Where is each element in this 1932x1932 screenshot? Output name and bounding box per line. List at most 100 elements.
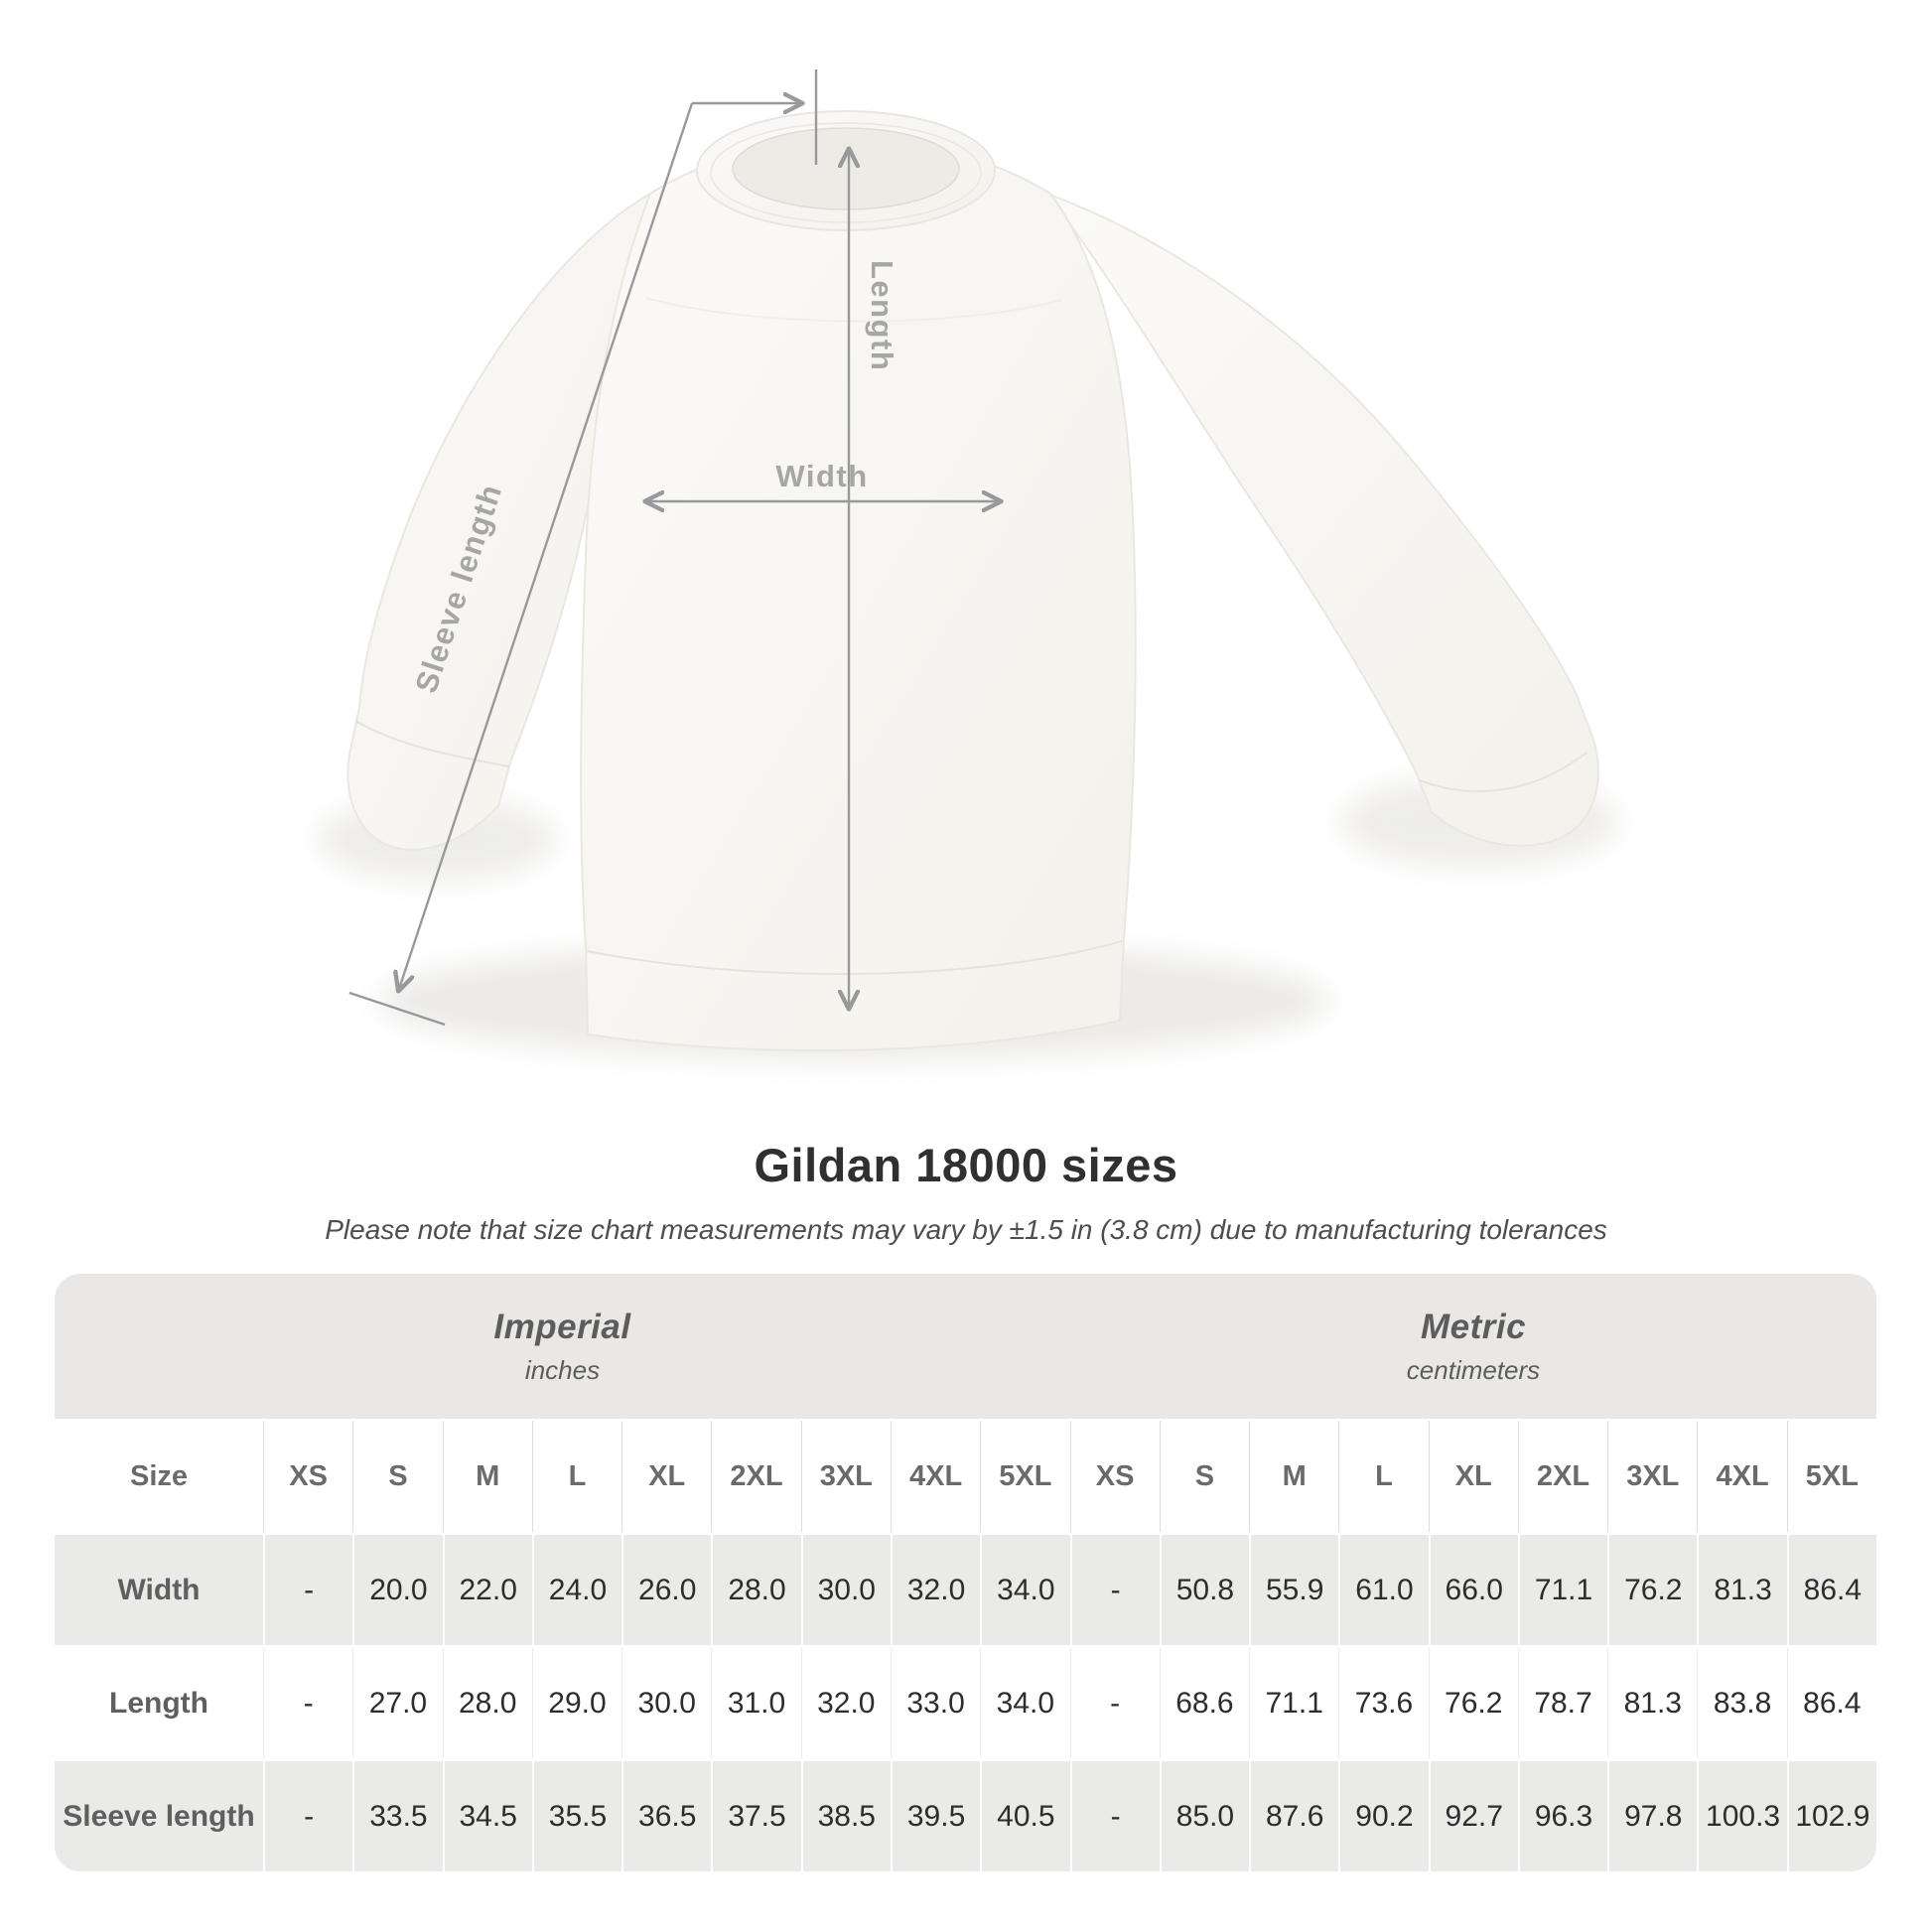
size-column-header: 3XL <box>800 1421 891 1532</box>
size-column-header: 5XL <box>1786 1421 1876 1532</box>
size-column-header: M <box>1249 1421 1338 1532</box>
table-cell: 83.8 <box>1697 1648 1786 1758</box>
table-cell: 27.0 <box>352 1648 442 1758</box>
table-header-row: Size XS S M L XL 2XL 3XL 4XL 5XL XS S M L XL 2XL 3XL 4XL 5… <box>55 1421 1876 1532</box>
size-column-header: XS <box>1069 1421 1160 1532</box>
table-cell: 34.0 <box>980 1648 1069 1758</box>
table-cell: 35.5 <box>531 1761 621 1871</box>
table-cell: - <box>263 1648 352 1758</box>
table-cell: 33.0 <box>890 1648 980 1758</box>
table-cell: 36.5 <box>621 1761 711 1871</box>
sleeve-length-line <box>399 102 694 989</box>
table-cell: 76.2 <box>1428 1648 1518 1758</box>
table-cell: 61.0 <box>1338 1535 1428 1645</box>
imperial-unit-label: inches <box>524 1354 601 1385</box>
table-cell: 78.7 <box>1517 1648 1607 1758</box>
left-cuff-seam <box>354 720 509 767</box>
table-cell: - <box>263 1761 352 1871</box>
table-cell: 86.4 <box>1786 1535 1876 1645</box>
row-label: Width <box>117 1573 201 1606</box>
table-cell: 31.0 <box>711 1648 800 1758</box>
hem-seam <box>586 940 1123 975</box>
table-cell: 32.0 <box>890 1535 980 1645</box>
table-cell: 87.6 <box>1249 1761 1338 1871</box>
table-cell: 81.3 <box>1697 1535 1786 1645</box>
page-title: Gildan 18000 sizes <box>754 1139 1178 1191</box>
size-column-header: S <box>1159 1421 1249 1532</box>
imperial-label: Imperial <box>493 1307 631 1346</box>
right-cuff-seam <box>1419 752 1587 793</box>
size-column-header: M <box>442 1421 532 1532</box>
table-cell: 90.2 <box>1338 1761 1428 1871</box>
table-cell: 100.3 <box>1697 1761 1786 1871</box>
table-cell: 34.0 <box>980 1535 1069 1645</box>
table-row: Length -27.0 28.0 29.0 30.0 31.0 32.0 33.0 34.0-… <box>55 1648 1876 1758</box>
tolerance-note: Please note that size chart measurements… <box>325 1214 1607 1245</box>
table-cell: - <box>1069 1648 1160 1758</box>
cuff-end-tick <box>348 991 446 1027</box>
table-cell: 24.0 <box>531 1535 621 1645</box>
table-cell: 33.5 <box>352 1761 442 1871</box>
table-cell: 73.6 <box>1338 1648 1428 1758</box>
row-label: Sleeve length <box>63 1799 255 1833</box>
units-band: Imperial inches Metric centimeters <box>55 1274 1876 1419</box>
size-column-header: 4XL <box>1697 1421 1786 1532</box>
table-cell: 40.5 <box>980 1761 1069 1871</box>
metric-label: Metric <box>1420 1307 1527 1346</box>
table-cell: 96.3 <box>1517 1761 1607 1871</box>
size-column-header: Size <box>129 1459 189 1492</box>
table-cell: 97.8 <box>1607 1761 1697 1871</box>
collar <box>696 110 996 231</box>
table-cell: 34.5 <box>442 1761 532 1871</box>
torso <box>580 139 1137 1052</box>
table-cell: 81.3 <box>1607 1648 1697 1758</box>
table-cell: 32.0 <box>800 1648 891 1758</box>
length-label: Length <box>865 260 899 371</box>
row-label: Length <box>109 1686 208 1720</box>
table-cell: 38.5 <box>800 1761 891 1871</box>
table-cell: 28.0 <box>442 1648 532 1758</box>
table-cell: 22.0 <box>442 1535 532 1645</box>
size-column-header: 5XL <box>980 1421 1069 1532</box>
table-cell: 26.0 <box>621 1535 711 1645</box>
table-cell: 30.0 <box>621 1648 711 1758</box>
table-cell: 92.7 <box>1428 1761 1518 1871</box>
size-table: Imperial inches Metric centimeters Size X… <box>55 1274 1876 1871</box>
size-column-header: 2XL <box>711 1421 800 1532</box>
caption-block: Gildan 18000 sizes Please note that size… <box>0 1138 1932 1246</box>
size-column-header: XS <box>263 1421 352 1532</box>
table-cell: - <box>1069 1535 1160 1645</box>
table-cell: 39.5 <box>890 1761 980 1871</box>
table-cell: 85.0 <box>1159 1761 1249 1871</box>
size-column-header: 3XL <box>1607 1421 1697 1532</box>
table-cell: 68.6 <box>1159 1648 1249 1758</box>
table-cell: 37.5 <box>711 1761 800 1871</box>
size-column-header: XL <box>621 1421 711 1532</box>
table-cell: 86.4 <box>1786 1648 1876 1758</box>
width-label: Width <box>775 459 868 493</box>
size-column-header: 4XL <box>890 1421 980 1532</box>
table-cell: 29.0 <box>531 1648 621 1758</box>
table-cell: 28.0 <box>711 1535 800 1645</box>
metric-unit-label: centimeters <box>1406 1354 1541 1385</box>
sweatshirt-illustration: Length Width Sleeve length <box>318 69 1618 1060</box>
table-cell: 20.0 <box>352 1535 442 1645</box>
table-cell: - <box>1069 1761 1160 1871</box>
metric-group-header: Metric centimeters <box>1070 1274 1876 1419</box>
right-sleeve <box>1044 191 1599 847</box>
size-column-header: L <box>1338 1421 1428 1532</box>
table-cell: 50.8 <box>1159 1535 1249 1645</box>
table-cell: 71.1 <box>1249 1648 1338 1758</box>
table-cell: 66.0 <box>1428 1535 1518 1645</box>
size-column-header: S <box>352 1421 442 1532</box>
table-cell: 102.9 <box>1786 1761 1876 1871</box>
table-cell: - <box>263 1535 352 1645</box>
table-cell: 76.2 <box>1607 1535 1697 1645</box>
size-column-header: XL <box>1428 1421 1518 1532</box>
table-cell: 55.9 <box>1249 1535 1338 1645</box>
garment-diagram: Length Width Sleeve length <box>318 69 1618 1060</box>
imperial-group-header: Imperial inches <box>55 1274 1070 1419</box>
table-row: Width -20.0 22.0 24.0 26.0 28.0 30.0 32.0 34.0-5… <box>55 1535 1876 1645</box>
table-cell: 71.1 <box>1517 1535 1607 1645</box>
